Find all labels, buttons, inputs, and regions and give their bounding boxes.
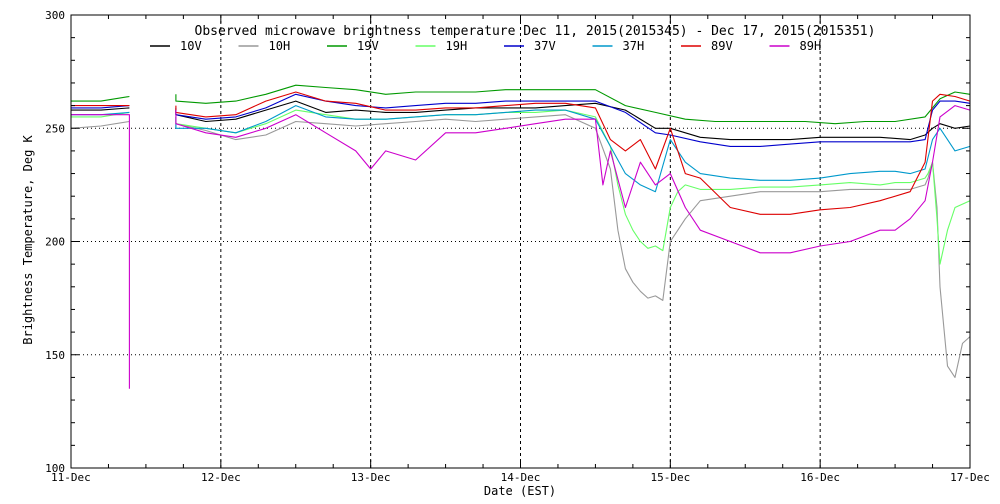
y-tick-label: 250 [45,122,65,135]
chart-title: Observed microwave brightness temperatur… [195,24,876,39]
ticks-layer: 100 150 200 250 300 11-Dec 12-Dec 13-Dec 14-Dec 1… [45,9,990,484]
x-tick-label: 16-Dec [800,471,840,484]
legend-label-19h: 19H [446,39,468,53]
legend-label-19v: 19V [357,39,379,53]
x-tick-label: 13-Dec [351,471,391,484]
legend: 10V 10H 19V 19H 37V 37H 89V 89H [150,39,821,53]
y-tick-label: 150 [45,349,65,362]
series-line-89v [71,91,971,215]
series-line-37v [71,93,971,147]
grid-layer [71,15,971,468]
x-tick-label: 14-Dec [501,471,541,484]
x-tick-label: 17-Dec [950,471,990,484]
legend-label-89h: 89H [800,39,822,53]
y-axis-label: Brightness Temperature, Deg K [21,134,35,344]
legend-label-10h: 10H [269,39,291,53]
series-line-89h [71,105,971,389]
x-tick-label: 12-Dec [201,471,241,484]
legend-label-37h: 37H [623,39,645,53]
x-axis-label: Date (EST) [484,484,556,498]
series-line-10h [70,114,971,378]
y-tick-label: 100 [45,462,65,475]
x-tick-label: 15-Dec [650,471,690,484]
series-line-19v [71,84,971,125]
series-layer [70,84,971,389]
y-tick-label: 300 [45,9,65,22]
x-tick-label: 11-Dec [51,471,91,484]
legend-label-37v: 37V [534,39,556,53]
legend-label-10v: 10V [180,39,202,53]
legend-label-89v: 89V [711,39,733,53]
y-tick-label: 200 [45,236,65,249]
